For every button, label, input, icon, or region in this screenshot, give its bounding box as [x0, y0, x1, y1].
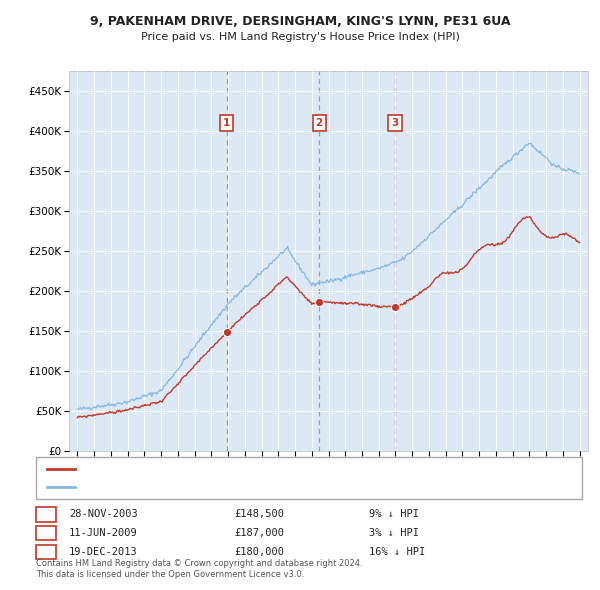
Text: 19-DEC-2013: 19-DEC-2013: [69, 548, 138, 557]
Text: 3: 3: [391, 118, 398, 128]
Text: 9, PAKENHAM DRIVE, DERSINGHAM, KING'S LYNN, PE31 6UA: 9, PAKENHAM DRIVE, DERSINGHAM, KING'S LY…: [90, 15, 510, 28]
Text: 2: 2: [316, 118, 323, 128]
Text: Contains HM Land Registry data © Crown copyright and database right 2024.: Contains HM Land Registry data © Crown c…: [36, 559, 362, 568]
Text: Price paid vs. HM Land Registry's House Price Index (HPI): Price paid vs. HM Land Registry's House …: [140, 32, 460, 42]
Text: 16% ↓ HPI: 16% ↓ HPI: [369, 548, 425, 557]
Text: 9, PAKENHAM DRIVE, DERSINGHAM, KING'S LYNN, PE31 6UA (detached house): 9, PAKENHAM DRIVE, DERSINGHAM, KING'S LY…: [80, 464, 450, 473]
Text: £180,000: £180,000: [234, 548, 284, 557]
Text: 3% ↓ HPI: 3% ↓ HPI: [369, 529, 419, 538]
Text: HPI: Average price, detached house, King's Lynn and West Norfolk: HPI: Average price, detached house, King…: [80, 483, 394, 491]
Text: 9% ↓ HPI: 9% ↓ HPI: [369, 510, 419, 519]
Text: 2: 2: [42, 529, 50, 538]
Text: £187,000: £187,000: [234, 529, 284, 538]
Text: 1: 1: [42, 510, 50, 519]
Text: 3: 3: [42, 548, 50, 557]
Text: This data is licensed under the Open Government Licence v3.0.: This data is licensed under the Open Gov…: [36, 571, 304, 579]
Text: 1: 1: [223, 118, 230, 128]
Text: 28-NOV-2003: 28-NOV-2003: [69, 510, 138, 519]
Text: £148,500: £148,500: [234, 510, 284, 519]
Text: 11-JUN-2009: 11-JUN-2009: [69, 529, 138, 538]
